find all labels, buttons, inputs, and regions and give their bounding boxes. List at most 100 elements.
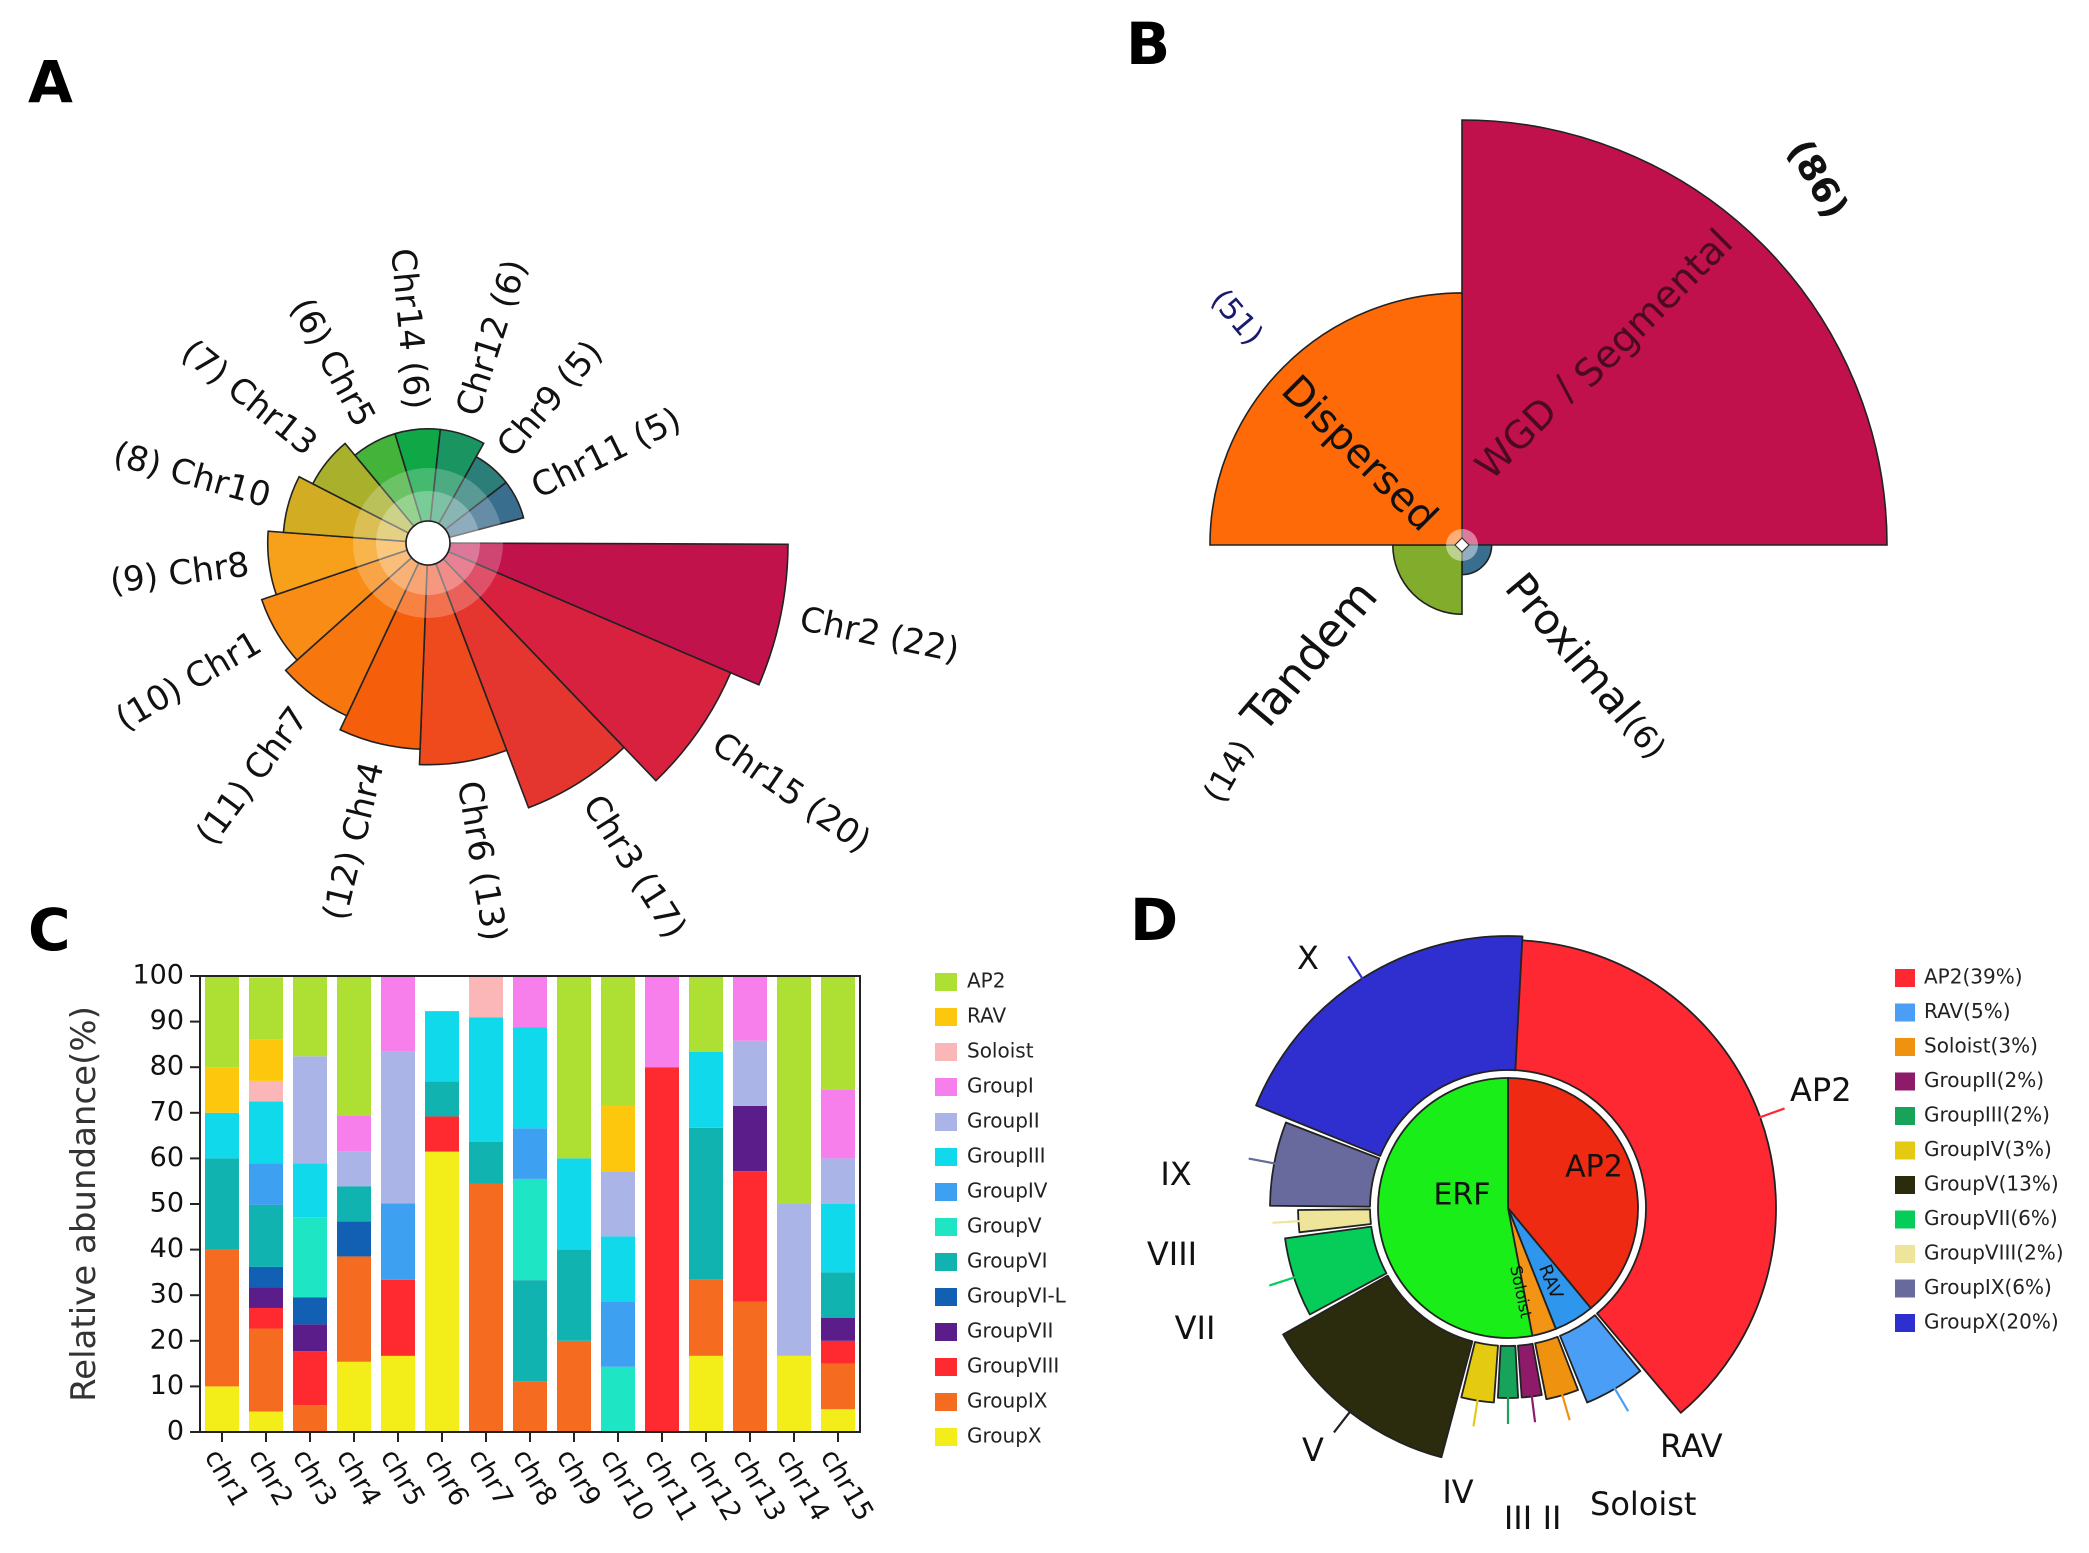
- bar-segment-chr10-groupiii: [601, 1236, 635, 1302]
- outer-label-groupix: IX: [1160, 1155, 1191, 1193]
- legend-swatch-groupvi: [935, 1253, 957, 1271]
- bar-segment-chr15-ap2: [821, 976, 855, 1090]
- bar-segment-chr10-rav: [601, 1105, 635, 1172]
- bar-segment-chr15-groupiii: [821, 1204, 855, 1273]
- y-tick-label: 70: [150, 1096, 184, 1127]
- legend-label-d-groupix: GroupIX(6%): [1924, 1275, 2052, 1299]
- bar-segment-chr13-groupvii: [733, 1105, 767, 1172]
- legend-label-d-groupviii: GroupVIII(2%): [1924, 1241, 2064, 1265]
- bar-segment-chr9-ap2: [557, 976, 591, 1159]
- legend-swatch-groupiv: [935, 1183, 957, 1201]
- bar-segment-chr14-groupx: [777, 1355, 811, 1432]
- outer-label-groupvii: VII: [1175, 1309, 1216, 1347]
- rose-label-chr1: (10) Chr1: [109, 623, 269, 739]
- legend-label-groupvi: GroupVI: [967, 1249, 1047, 1273]
- legend-label-groupv: GroupV: [967, 1214, 1042, 1238]
- outer-label-soloist: Soloist: [1590, 1485, 1696, 1523]
- bar-segment-chr8-groupix: [513, 1381, 547, 1432]
- bar-segment-chr3-groupvi-l: [293, 1297, 327, 1325]
- legend-label-d-groupiv: GroupIV(3%): [1924, 1137, 2052, 1161]
- proximal-name-label: Proximal: [1496, 563, 1649, 733]
- y-axis-label: Relative abundance(%): [64, 1006, 104, 1402]
- bar-segment-chr9-groupix: [557, 1340, 591, 1432]
- legend-swatch-soloist: [935, 1043, 957, 1061]
- legend-swatch-d-groupix: [1895, 1279, 1915, 1298]
- legend-label-groupiii: GroupIII: [967, 1144, 1046, 1168]
- legend-label-groupx: GroupX: [967, 1424, 1042, 1448]
- bar-segment-chr8-groupi: [513, 976, 547, 1028]
- leader-line-rav: [1612, 1386, 1630, 1412]
- sunburst-outer-groupvii: [1284, 1225, 1388, 1316]
- legend-swatch-ap2: [935, 973, 957, 991]
- legend-swatch-groupv: [935, 1218, 957, 1236]
- inner-label-ap2: AP2: [1565, 1150, 1623, 1185]
- bar-segment-chr5-groupii: [381, 1051, 415, 1204]
- y-tick-label: 90: [150, 1005, 184, 1036]
- bar-segment-chr1-groupvi: [205, 1158, 239, 1250]
- sunburst-inner-erf: [1377, 1077, 1534, 1339]
- leader-line-groupviii: [1272, 1219, 1301, 1224]
- bar-segment-chr5-groupviii: [381, 1279, 415, 1356]
- x-tick-label-chr3: chr3: [286, 1444, 343, 1512]
- legend-label-d-groupvii: GroupVII(6%): [1924, 1206, 2058, 1230]
- bar-segment-chr2-soloist: [249, 1080, 283, 1102]
- legend-swatch-d-soloist: [1895, 1038, 1915, 1056]
- panel-letter-d: D: [1130, 886, 1178, 954]
- bar-segment-chr5-groupx: [381, 1355, 415, 1432]
- legend-label-groupvi-l: GroupVI-L: [967, 1284, 1067, 1308]
- y-tick-label: 0: [167, 1416, 184, 1447]
- outer-label-groupx: X: [1297, 939, 1319, 977]
- legend-label-d-groupiii: GroupIII(2%): [1924, 1103, 2050, 1127]
- y-tick-label: 100: [132, 960, 184, 991]
- bar-segment-chr1-groupiii: [205, 1112, 239, 1159]
- bar-segment-chr15-groupviii: [821, 1340, 855, 1364]
- legend-label-groupviii: GroupVIII: [967, 1354, 1059, 1378]
- bar-segment-chr2-groupvi-l: [249, 1266, 283, 1288]
- x-tick-label-chr7: chr7: [462, 1444, 519, 1512]
- panel-letter-c: C: [28, 896, 71, 964]
- legend-swatch-groupvii: [935, 1323, 957, 1341]
- bar-segment-chr7-groupvi: [469, 1141, 503, 1184]
- panel-letter-b: B: [1126, 10, 1170, 78]
- bar-segment-chr14-ap2: [777, 976, 811, 1204]
- legend-swatch-d-groupii: [1895, 1072, 1915, 1091]
- x-tick-label-chr5: chr5: [374, 1444, 431, 1512]
- bar-segment-chr8-groupvi: [513, 1280, 547, 1382]
- panel-c-stacked-bar-chart: 0102030405060708090100chr1chr2chr3chr4ch…: [64, 960, 1067, 1527]
- leader-line-ap2: [1757, 1107, 1785, 1119]
- leader-line-groupix: [1248, 1157, 1277, 1165]
- legend-label-d-groupv: GroupV(13%): [1924, 1172, 2059, 1196]
- bar-segment-chr2-groupiv: [249, 1163, 283, 1205]
- rose-label-chr14: Chr14 (6): [382, 247, 437, 412]
- bar-segment-chr10-groupiv: [601, 1301, 635, 1367]
- rose-label-chr2: Chr2 (22): [796, 599, 962, 671]
- sunburst-outer-ap2: [1508, 939, 1777, 1414]
- legend-swatch-groupix: [935, 1393, 957, 1411]
- bar-segment-chr1-groupx: [205, 1386, 239, 1432]
- sunburst-outer-groupiii: [1496, 1344, 1520, 1399]
- bar-segment-chr10-groupii: [601, 1171, 635, 1237]
- bar-segment-chr2-rav: [249, 1039, 283, 1081]
- rose-label-chr3: Chr3 (17): [574, 788, 694, 946]
- bar-segment-chr15-groupvi: [821, 1272, 855, 1318]
- bar-segment-chr14-groupii: [777, 1204, 811, 1356]
- rose-label-chr4: (12) Chr4: [315, 758, 392, 924]
- leader-line-groupii: [1530, 1394, 1537, 1423]
- leader-line-groupx: [1347, 955, 1365, 981]
- bar-segment-chr3-groupviii: [293, 1351, 327, 1406]
- x-tick-label-chr6: chr6: [418, 1444, 475, 1512]
- bar-segment-chr13-groupix: [733, 1301, 767, 1432]
- bar-segment-chr13-groupi: [733, 975, 767, 1041]
- bar-segment-chr7-soloist: [469, 976, 503, 1018]
- bar-segment-chr13-groupviii: [733, 1171, 767, 1302]
- panel-a-rose-chart: Chr2 (22) Chr15 (20)Chr3 (17) Chr6 (13) (12…: [108, 247, 963, 946]
- legend-swatch-d-groupv: [1895, 1176, 1915, 1194]
- duplication-sector-wgd-segmental: [1461, 119, 1888, 546]
- bar-segment-chr12-groupiii: [689, 1051, 723, 1128]
- bar-segment-chr15-groupvii: [821, 1318, 855, 1341]
- x-tick-label-chr2: chr2: [242, 1444, 299, 1512]
- legend-label-groupix: GroupIX: [967, 1389, 1048, 1413]
- legend-label-d-ap2: AP2(39%): [1924, 965, 2023, 989]
- panel-b-duplication-rose: (86)WGD/Segmental(51)Dispersed(14)Tandem…: [1195, 119, 1888, 809]
